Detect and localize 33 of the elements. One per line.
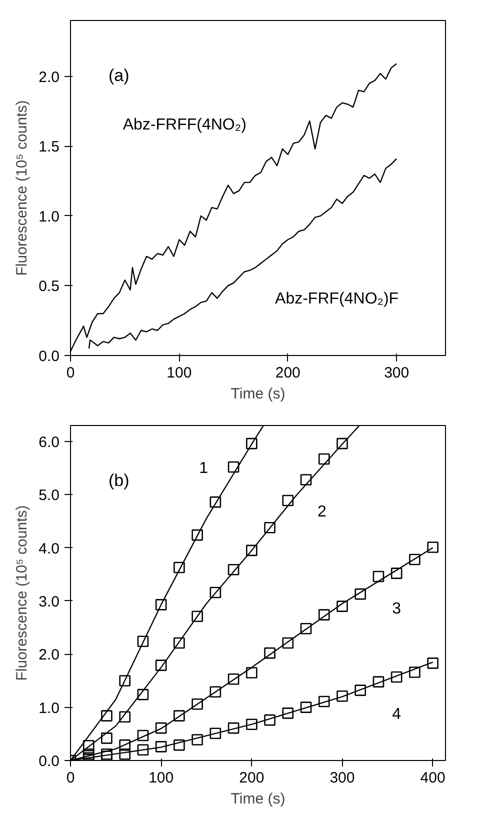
x-axis-title: Time (s) [230, 790, 286, 808]
x-tick-label: 400 [420, 770, 446, 786]
y-tick-label: 0.0 [38, 753, 60, 770]
series-label: 3 [392, 600, 402, 618]
y-tick-label: 4.0 [38, 540, 60, 558]
x-tick-label: 200 [239, 770, 264, 786]
series-label: 2 [317, 503, 326, 520]
x-tick-label: 300 [384, 364, 410, 382]
series-label: Abz-FRF(4NO₂)F [275, 290, 399, 308]
y-tick-label: 1.0 [38, 700, 60, 717]
y-axis-title: Fluorescence (10⁵ counts) [14, 100, 31, 276]
x-tick-label: 100 [148, 770, 174, 786]
x-tick-label: 0 [66, 364, 75, 382]
series-label: 4 [392, 706, 402, 724]
y-tick-label: 0.0 [38, 348, 60, 365]
x-tick-label: 100 [166, 364, 192, 382]
y-tick-label: 2.0 [38, 68, 60, 86]
y-tick-label: 6.0 [38, 434, 60, 451]
x-axis-title: Time (s) [230, 386, 286, 402]
annotation: (b) [108, 471, 130, 490]
annotation: (a) [108, 66, 130, 85]
text: Abz-FRFF(4NO₂) [122, 116, 246, 134]
y-axis-title: Fluorescence (10⁵ counts) [14, 505, 31, 681]
y-tick-label: 2.0 [38, 646, 60, 664]
y-tick-label: 1.5 [38, 138, 60, 156]
y-tick-label: 3.0 [38, 593, 60, 610]
y-tick-label: 1.0 [38, 208, 60, 226]
y-tick-label: 5.0 [38, 487, 60, 504]
x-tick-label: 0 [66, 770, 75, 786]
x-tick-label: 200 [275, 364, 300, 382]
series-label: 1 [199, 460, 208, 477]
y-tick-label: 0.5 [38, 278, 60, 296]
x-tick-label: 300 [330, 770, 355, 786]
